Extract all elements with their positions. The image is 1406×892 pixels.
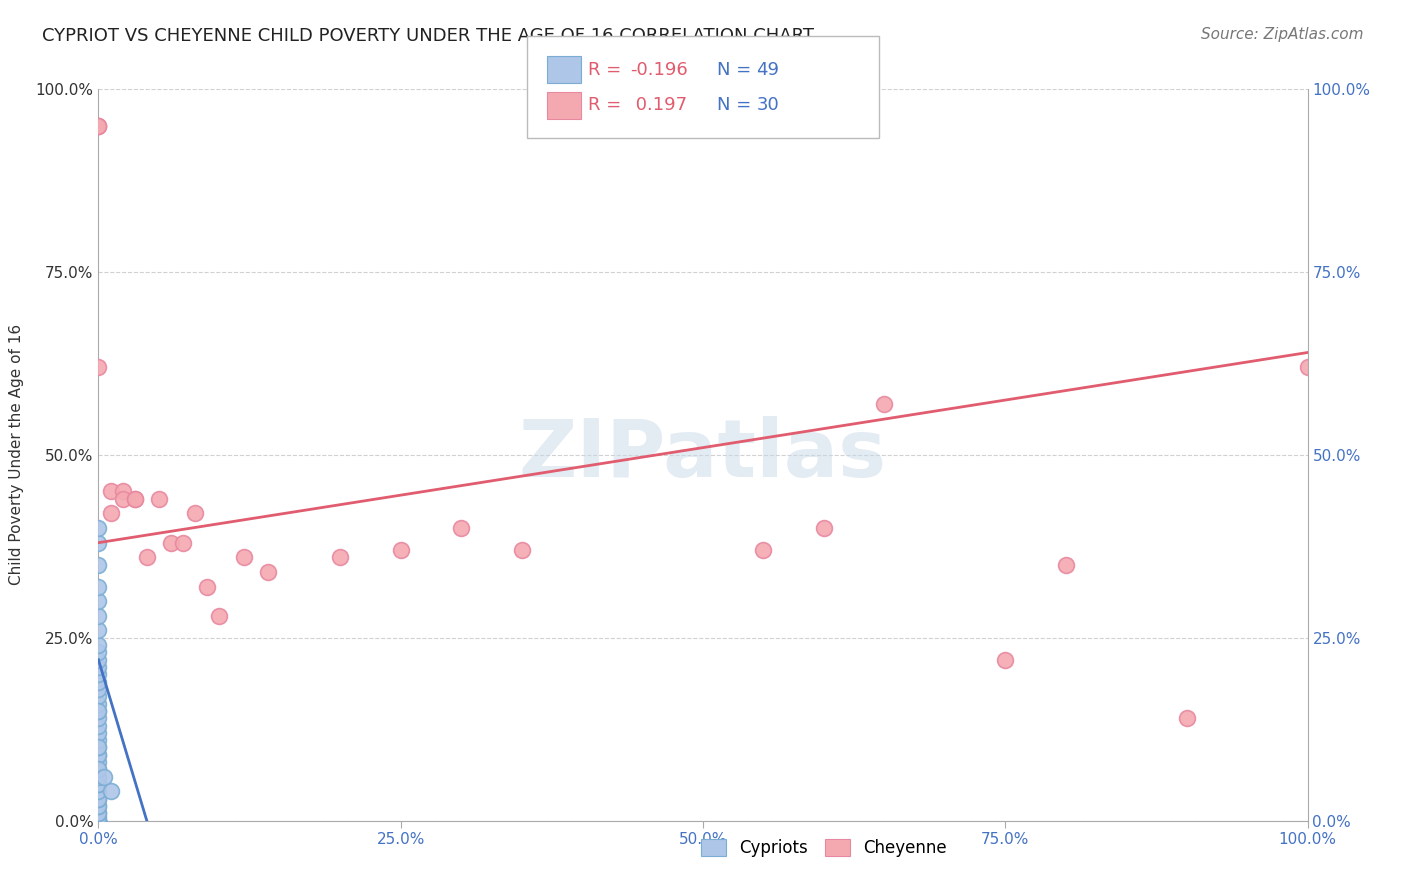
Point [87,360,110,375]
Point [87,711,110,725]
Point [87,763,110,777]
Point [87,608,110,623]
Point [135,550,157,565]
Point [87,718,110,732]
Point [87,690,110,704]
Point [87,645,110,659]
Point [87,638,110,652]
Point [87,653,110,667]
Point [87,777,110,791]
Point [111,484,134,499]
Point [87,747,110,762]
Point [87,814,110,828]
Point [813,521,835,535]
Point [87,806,110,821]
Point [87,740,110,755]
Point [994,653,1017,667]
Point [752,543,775,558]
Point [87,580,110,594]
Text: 49: 49 [756,61,779,78]
Point [124,491,146,506]
Point [87,660,110,674]
Point [111,491,134,506]
Point [124,491,146,506]
Point [256,565,278,579]
Point [87,763,110,777]
Point [510,543,533,558]
Point [87,814,110,828]
Point [100,507,122,521]
Point [87,784,110,798]
Point [148,491,170,506]
Point [87,119,110,133]
Point [87,799,110,814]
Point [87,667,110,681]
Point [87,119,110,133]
Point [87,681,110,696]
Point [195,580,218,594]
Point [87,810,110,824]
Point [87,704,110,718]
Point [389,543,412,558]
Point [87,770,110,784]
Point [87,535,110,549]
Point [1296,360,1319,375]
Point [87,814,110,828]
Point [87,119,110,133]
Point [87,814,110,828]
Point [87,799,110,814]
Y-axis label: Child Poverty Under the Age of 16: Child Poverty Under the Age of 16 [10,325,24,585]
Point [87,733,110,747]
Point [1054,558,1077,572]
Point [208,608,231,623]
Text: 30: 30 [756,96,779,114]
Text: R =: R = [588,96,627,114]
Text: N =: N = [717,61,756,78]
Point [87,674,110,689]
Point [232,550,254,565]
Point [172,535,194,549]
Point [87,697,110,711]
Point [87,558,110,572]
Text: -0.196: -0.196 [630,61,688,78]
Point [160,535,183,549]
Point [329,550,352,565]
Text: CYPRIOT VS CHEYENNE CHILD POVERTY UNDER THE AGE OF 16 CORRELATION CHART: CYPRIOT VS CHEYENNE CHILD POVERTY UNDER … [42,27,814,45]
Point [87,726,110,740]
Text: N =: N = [717,96,756,114]
Point [87,521,110,535]
Text: 0.197: 0.197 [630,96,688,114]
Point [87,791,110,805]
Point [1175,711,1198,725]
Point [100,784,122,798]
Point [100,484,122,499]
Point [87,747,110,762]
Point [87,624,110,638]
Point [87,755,110,769]
Point [450,521,472,535]
Text: R =: R = [588,61,627,78]
Point [87,791,110,805]
Point [87,594,110,608]
Point [87,740,110,755]
Point [87,704,110,718]
Point [87,814,110,828]
Text: ZIPatlas: ZIPatlas [519,416,887,494]
Point [87,814,110,828]
Point [87,814,110,828]
Point [87,777,110,791]
Point [184,507,207,521]
Point [873,397,896,411]
Point [87,806,110,821]
Legend: Cypriots, Cheyenne: Cypriots, Cheyenne [695,832,953,863]
Point [93,770,115,784]
Text: Source: ZipAtlas.com: Source: ZipAtlas.com [1201,27,1364,42]
